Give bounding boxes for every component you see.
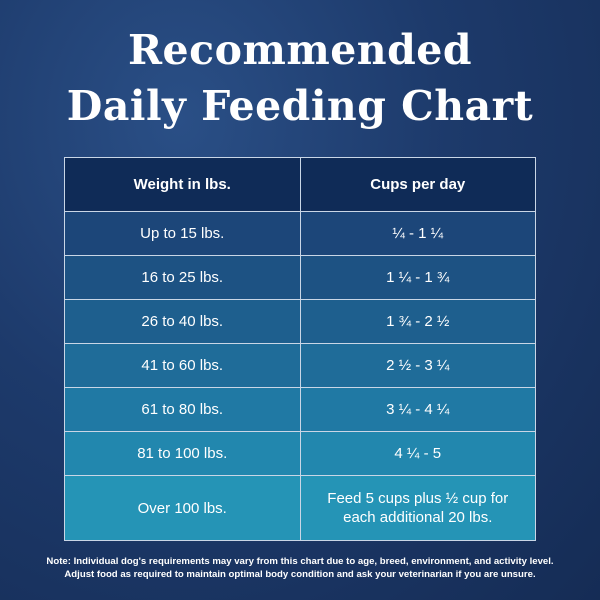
table-row: 81 to 100 lbs. 4 ¼ - 5	[65, 432, 535, 476]
cups-text: 1 ¼ - 1 ¾	[386, 269, 450, 286]
cups-cell: 4 ¼ - 5	[299, 432, 536, 475]
cups-text: 1 ¾ - 2 ½	[386, 313, 450, 330]
feeding-table: Weight in lbs. Cups per day Up to 15 lbs…	[64, 157, 536, 541]
table-row: 16 to 25 lbs. 1 ¼ - 1 ¾	[65, 256, 535, 300]
weight-cell: 41 to 60 lbs.	[141, 357, 224, 374]
note: Note: Individual dog's requirements may …	[46, 556, 554, 567]
cups-text: 2 ½ - 3 ¼	[386, 357, 450, 374]
cups-cell: 3 ¼ - 4 ¼	[299, 388, 536, 431]
column-header: Weight in lbs.	[133, 176, 231, 193]
table-row: 41 to 60 lbs. 2 ½ - 3 ¼	[65, 344, 535, 388]
weight-cell: 16 to 25 lbs.	[141, 269, 224, 286]
cups-text: 4 ¼ - 5	[394, 445, 442, 462]
cups-text: each additional 20 lbs.	[343, 509, 493, 526]
weight-cell: Over 100 lbs.	[137, 499, 227, 517]
title: Recommended	[127, 26, 473, 74]
weight-cell: 81 to 100 lbs.	[137, 445, 228, 462]
weight-cell: 26 to 40 lbs.	[141, 313, 224, 330]
table-row: Over 100 lbs. Feed 5 cups plus ½ cup for e…	[65, 476, 535, 540]
cups-cell: ¼ - 1 ¼	[299, 212, 536, 255]
cups-text: Feed 5 cups plus ½ cup for	[327, 490, 509, 507]
note: Adjust food as required to maintain opti…	[64, 569, 536, 580]
cups-cell: 2 ½ - 3 ¼	[299, 344, 536, 387]
weight-cell: Up to 15 lbs.	[140, 225, 225, 242]
table-row: 61 to 80 lbs. 3 ¼ - 4 ¼	[65, 388, 535, 432]
weight-cell: 61 to 80 lbs.	[141, 401, 224, 418]
table-row: Up to 15 lbs. ¼ - 1 ¼	[65, 212, 535, 256]
title: Daily Feeding Chart	[66, 82, 534, 130]
cups-text: 3 ¼ - 4 ¼	[386, 401, 450, 418]
cups-cell: 1 ¼ - 1 ¾	[299, 256, 536, 299]
table-row: 26 to 40 lbs. 1 ¾ - 2 ½	[65, 300, 535, 344]
cups-cell: Feed 5 cups plus ½ cup for each additiona…	[299, 476, 536, 540]
cups-text: ¼ - 1 ¼	[392, 225, 444, 242]
cups-cell: 1 ¾ - 2 ½	[299, 300, 536, 343]
table-header: Weight in lbs. Cups per day	[65, 158, 535, 212]
column-header: Cups per day	[299, 158, 536, 211]
